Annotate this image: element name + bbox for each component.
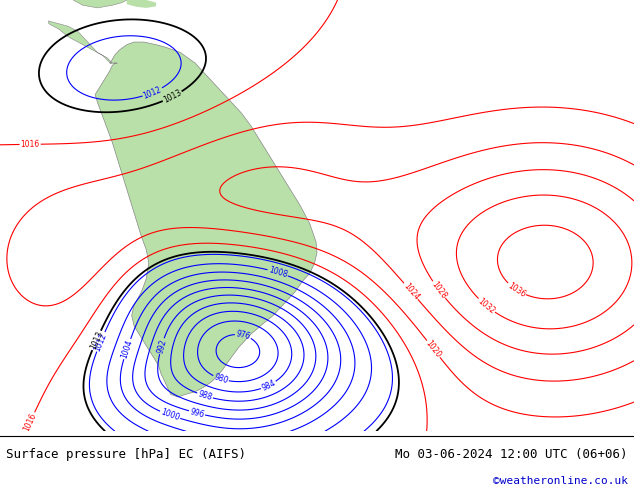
Polygon shape <box>49 21 112 63</box>
Text: 1008: 1008 <box>268 266 288 280</box>
Text: 1016: 1016 <box>22 412 38 433</box>
Text: 984: 984 <box>260 378 277 392</box>
Text: 1032: 1032 <box>476 296 496 316</box>
Text: Surface pressure [hPa] EC (AIFS): Surface pressure [hPa] EC (AIFS) <box>6 448 247 461</box>
Text: 1024: 1024 <box>401 281 420 301</box>
Polygon shape <box>95 42 317 397</box>
Text: 1013: 1013 <box>88 330 105 351</box>
Text: 1000: 1000 <box>159 408 181 422</box>
Text: 1028: 1028 <box>430 279 448 300</box>
Text: 1036: 1036 <box>506 281 527 299</box>
Text: 1012: 1012 <box>142 85 163 100</box>
Text: ©weatheronline.co.uk: ©weatheronline.co.uk <box>493 476 628 486</box>
Text: 988: 988 <box>197 390 213 402</box>
Polygon shape <box>127 0 156 8</box>
Text: Mo 03-06-2024 12:00 UTC (06+06): Mo 03-06-2024 12:00 UTC (06+06) <box>395 448 628 461</box>
Polygon shape <box>585 0 634 26</box>
Text: 980: 980 <box>212 372 229 385</box>
Text: 1013: 1013 <box>162 88 183 105</box>
Text: 1004: 1004 <box>120 339 134 360</box>
Polygon shape <box>190 379 200 384</box>
Text: 1012: 1012 <box>93 331 108 352</box>
Polygon shape <box>73 0 127 8</box>
Text: 976: 976 <box>235 329 251 342</box>
Text: 1020: 1020 <box>424 339 443 359</box>
Text: 996: 996 <box>189 407 205 419</box>
Text: 1016: 1016 <box>20 140 40 149</box>
Text: 992: 992 <box>155 338 168 354</box>
